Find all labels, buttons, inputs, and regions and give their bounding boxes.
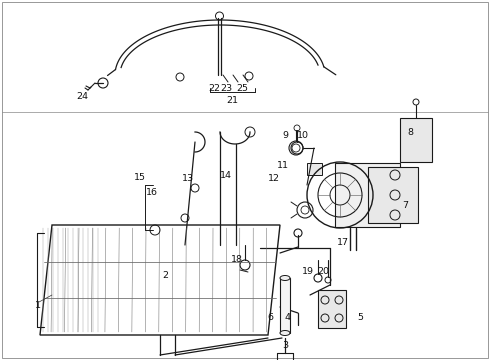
Text: 20: 20: [317, 267, 329, 276]
Text: 25: 25: [236, 84, 248, 93]
Text: 7: 7: [402, 201, 408, 210]
Text: 3: 3: [282, 342, 288, 351]
Text: 17: 17: [337, 238, 349, 247]
Ellipse shape: [280, 275, 290, 280]
Text: 10: 10: [297, 131, 309, 140]
Text: 5: 5: [357, 314, 363, 323]
Text: 16: 16: [146, 188, 158, 197]
Text: 6: 6: [267, 314, 273, 323]
Bar: [318, 290, 346, 328]
Text: 13: 13: [182, 174, 194, 183]
Ellipse shape: [280, 330, 290, 336]
Text: 11: 11: [277, 161, 289, 170]
Text: 4: 4: [284, 314, 290, 323]
Text: 2: 2: [162, 270, 168, 279]
Bar: [307, 163, 322, 175]
Bar: [400, 118, 432, 162]
Bar: [280, 278, 290, 333]
Text: 18: 18: [231, 256, 243, 265]
Text: 14: 14: [220, 171, 232, 180]
Text: 23: 23: [220, 84, 232, 93]
Bar: [335, 163, 400, 227]
Text: 21: 21: [226, 95, 238, 104]
Text: 9: 9: [282, 131, 288, 140]
Text: 15: 15: [134, 172, 146, 181]
Text: 8: 8: [407, 127, 413, 136]
Text: 22: 22: [208, 84, 220, 93]
Bar: [368, 167, 418, 223]
Text: 1: 1: [35, 301, 41, 310]
Text: 19: 19: [302, 267, 314, 276]
Text: 12: 12: [268, 174, 280, 183]
Text: 24: 24: [76, 91, 88, 100]
